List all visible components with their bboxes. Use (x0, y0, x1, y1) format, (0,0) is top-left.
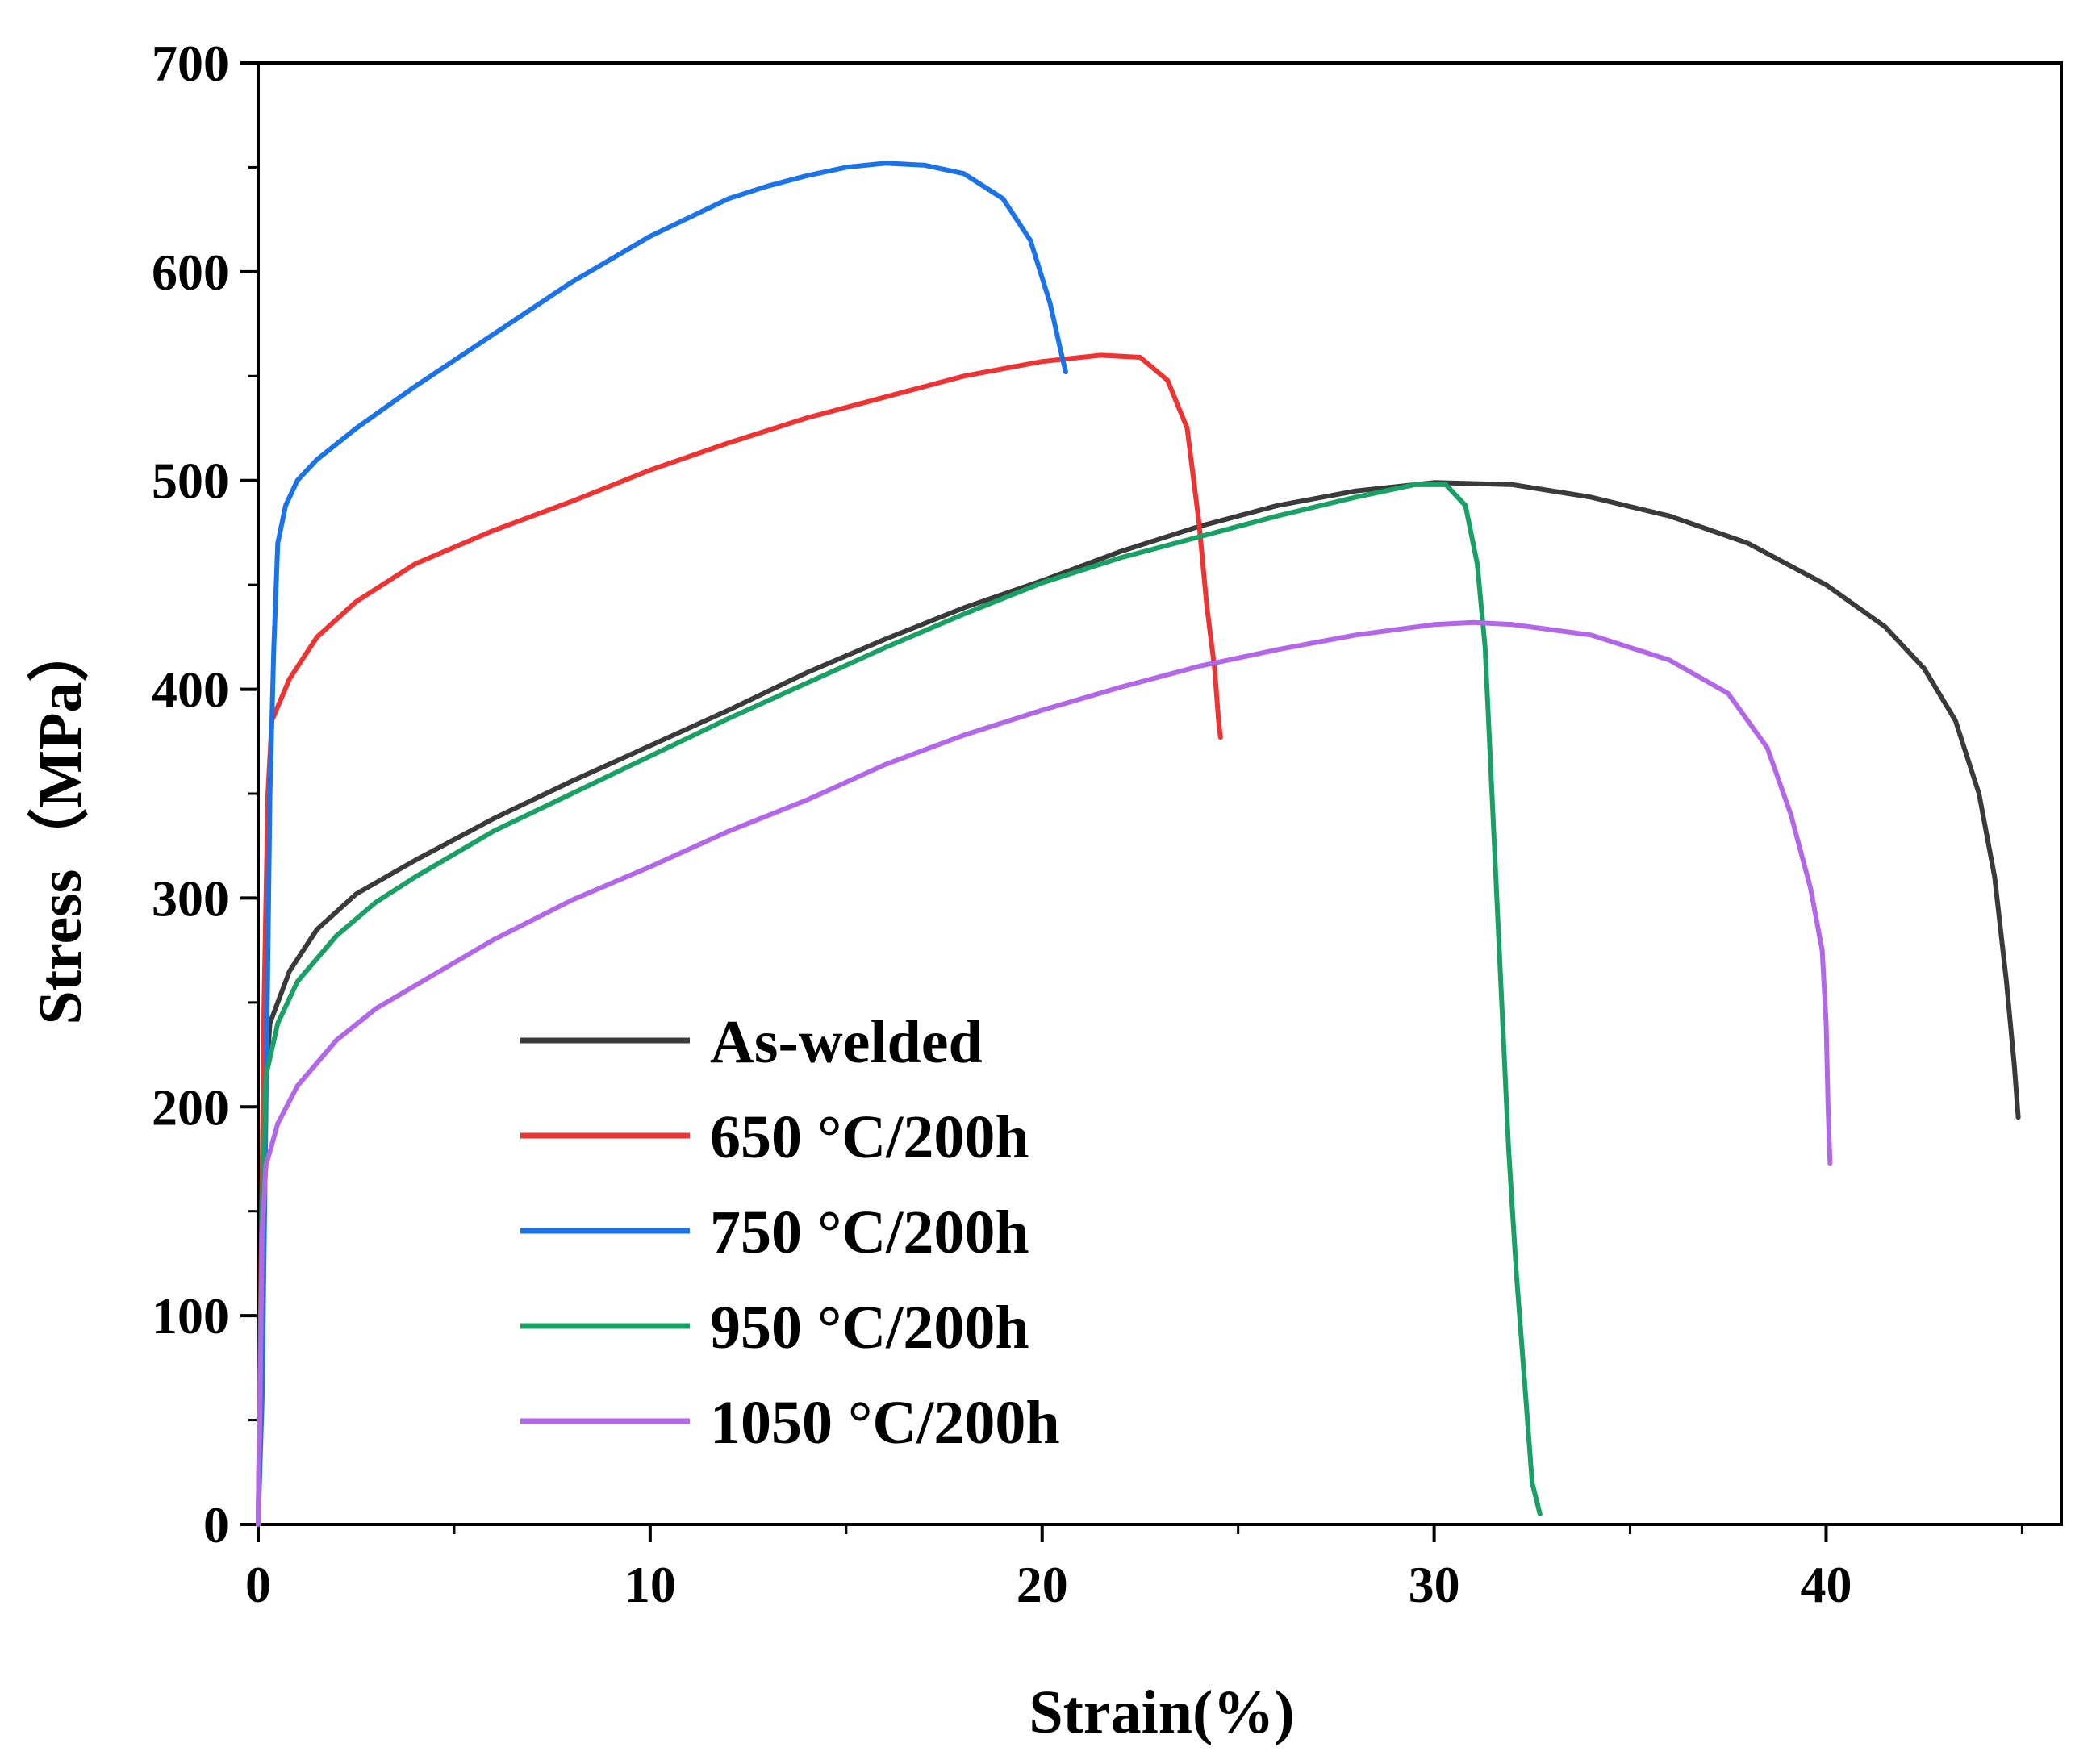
y-tick-label: 500 (152, 452, 229, 510)
plot-frame (257, 61, 2063, 1526)
y-tick-label: 200 (152, 1078, 229, 1136)
legend-label: 950 °C/200h (710, 1294, 1029, 1362)
y-tick-label: 600 (152, 244, 229, 301)
x-tick-label: 30 (1409, 1556, 1460, 1613)
series-group (256, 161, 2021, 1527)
x-axis-title: Strain(%) (1029, 1679, 1294, 1746)
legend-label: 750 °C/200h (710, 1199, 1029, 1266)
y-tick-label: 700 (152, 35, 229, 92)
y-tick-label: 400 (152, 661, 229, 719)
y-tick-label: 100 (152, 1287, 229, 1345)
legend-label: 650 °C/200h (710, 1103, 1029, 1171)
x-tick-label: 10 (624, 1556, 676, 1613)
series-line-1 (256, 480, 2021, 1527)
legend-label: As-welded (710, 1008, 983, 1076)
series-line-2 (256, 352, 1223, 1527)
legend: As-welded 650 °C/200h 750 °C/200h 950 °C/20… (520, 1008, 1060, 1457)
series-line-5 (256, 619, 1833, 1527)
series-line-3 (256, 161, 1068, 1527)
y-tick-label: 300 (152, 869, 229, 927)
x-tick-label: 40 (1800, 1556, 1852, 1613)
x-tick-label: 20 (1017, 1556, 1068, 1613)
y-axis-title: Stress（MPa） (27, 621, 94, 1025)
series-line-4 (256, 482, 1543, 1527)
y-tick-label: 0 (203, 1496, 229, 1553)
legend-label: 1050 °C/200h (710, 1389, 1060, 1457)
x-tick-label: 0 (245, 1556, 271, 1613)
